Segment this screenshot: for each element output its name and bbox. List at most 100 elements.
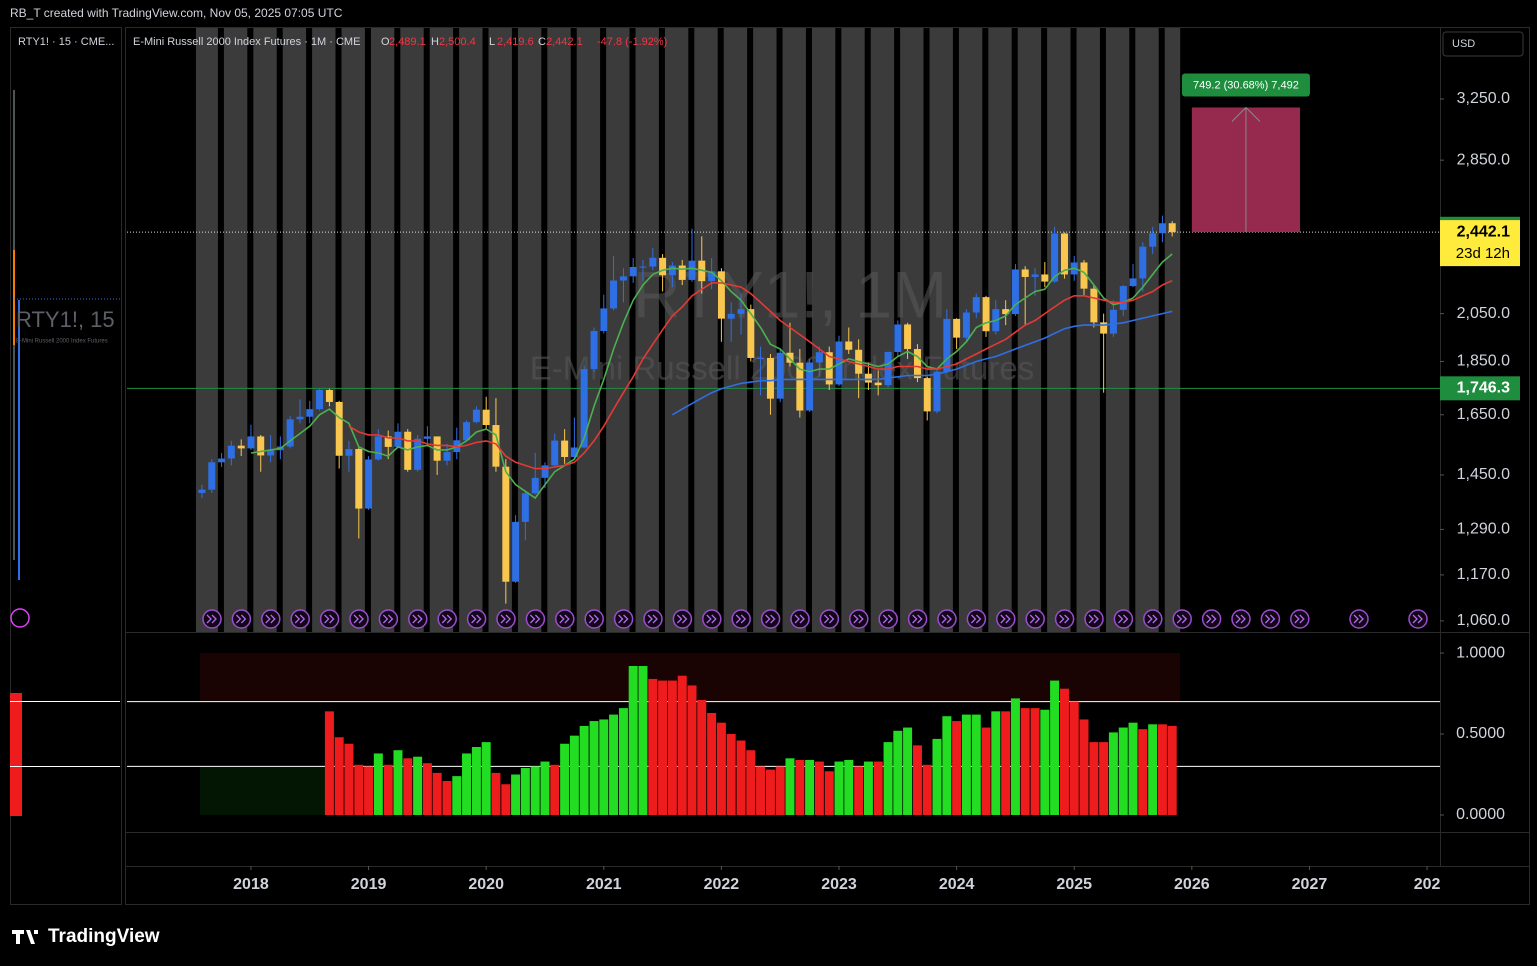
candle-body xyxy=(198,489,206,493)
event-icon xyxy=(878,609,898,629)
candle-body xyxy=(267,450,275,456)
ohlc-value: 2,489.1 xyxy=(389,36,426,48)
candle-body xyxy=(953,318,961,338)
event-icon-arrow xyxy=(1176,614,1188,624)
event-icon-arrow xyxy=(765,614,776,624)
osc-bar xyxy=(991,711,1001,815)
candle-body xyxy=(296,416,304,420)
osc-bar xyxy=(550,764,560,815)
osc-bar xyxy=(805,759,815,815)
x-tick-label: 2027 xyxy=(1292,876,1328,893)
session-gap xyxy=(1070,28,1077,632)
candle-body xyxy=(962,312,970,338)
candle-body xyxy=(639,266,647,268)
marks-layer: O 2,489.1 H 2,500.4 L 2,419.6 C 2,442.11,060.01… xyxy=(127,36,1520,893)
event-icon xyxy=(1113,609,1134,629)
price-tag xyxy=(1440,220,1520,267)
y-tick-label: 1,650.0 xyxy=(1457,406,1510,423)
osc-bar xyxy=(1118,727,1128,815)
moving-average xyxy=(250,253,1173,500)
candle-body xyxy=(472,409,480,423)
y-tick-label: 3,250.0 xyxy=(1457,90,1510,107)
osc-bar xyxy=(481,742,491,815)
session-gap xyxy=(364,28,371,632)
event-icon-arrow xyxy=(853,614,864,624)
osc-bar xyxy=(942,716,952,815)
currency-button[interactable] xyxy=(1442,31,1524,57)
event-icon xyxy=(702,609,722,629)
event-icon-arrow xyxy=(882,614,894,624)
candle-body xyxy=(600,308,608,332)
candle-body xyxy=(806,362,814,411)
candle-body xyxy=(678,265,686,280)
left-osc xyxy=(10,693,22,816)
osc-bar xyxy=(491,772,501,815)
osc-bar xyxy=(393,750,403,815)
osc-bar xyxy=(540,761,550,815)
session-gap xyxy=(1041,28,1048,632)
event-icon-arrow xyxy=(794,614,805,624)
candle-body xyxy=(218,458,226,463)
candle-body xyxy=(913,349,921,379)
measure-arrow-head xyxy=(1231,106,1261,122)
osc-bar xyxy=(726,734,736,815)
osc-bar xyxy=(432,772,442,815)
osc-bar xyxy=(471,746,481,815)
candle-body xyxy=(1129,278,1137,287)
alert-icon[interactable] xyxy=(10,608,30,628)
osc-bar xyxy=(599,719,609,815)
candle-body xyxy=(766,357,774,399)
event-icon-arrow xyxy=(1353,614,1364,624)
event-icon-arrow xyxy=(500,614,511,624)
candle-body xyxy=(1139,246,1147,279)
candle-body xyxy=(423,436,431,439)
event-icon xyxy=(760,609,781,629)
candle-body xyxy=(414,438,422,470)
osc-bar xyxy=(687,685,697,815)
osc-bar xyxy=(609,714,619,815)
x-tick-label: 2019 xyxy=(351,876,387,893)
price-tag-label: 2,442.1 xyxy=(1457,223,1510,240)
event-icon xyxy=(202,609,222,629)
osc-bar xyxy=(795,759,805,815)
osc-bar xyxy=(1020,708,1030,815)
y-tick-label: 1,290.0 xyxy=(1457,521,1510,538)
osc-bar xyxy=(775,766,785,815)
osc-bar xyxy=(667,680,677,815)
candle-body xyxy=(570,447,578,457)
event-icon-arrow xyxy=(1117,614,1129,624)
candle-body xyxy=(384,436,392,447)
x-tick-label: 2024 xyxy=(939,876,975,893)
osc-bar xyxy=(442,780,452,815)
caption: RB_T created with TradingView.com, Nov 0… xyxy=(10,6,343,20)
event-icon xyxy=(966,609,987,629)
candle-body xyxy=(1002,309,1010,315)
candle-body xyxy=(796,362,804,411)
ohlc-value: 2,500.4 xyxy=(439,36,476,48)
osc-bar xyxy=(648,678,658,815)
osc-bar xyxy=(422,763,432,815)
session-gap xyxy=(511,28,518,632)
candle-body xyxy=(374,436,382,460)
session-gap xyxy=(306,28,313,632)
candle-body xyxy=(257,436,265,456)
session-gap xyxy=(276,28,283,632)
candle-body xyxy=(668,265,676,276)
candle-body xyxy=(531,477,539,494)
candle-body xyxy=(717,271,725,319)
osc-bar xyxy=(638,666,648,815)
osc-bar xyxy=(765,769,775,815)
osc-bar xyxy=(413,756,423,815)
ohlc-letter: O xyxy=(381,36,390,48)
osc-bar xyxy=(1167,725,1177,815)
osc-bar xyxy=(873,761,883,815)
osc-bar xyxy=(1001,711,1011,815)
candle-body xyxy=(443,452,451,461)
currency[interactable]: USD xyxy=(1452,38,1475,50)
osc-bar xyxy=(854,766,864,815)
y-tick-label: 1.0000 xyxy=(1456,644,1505,661)
moving-average xyxy=(348,279,1173,470)
osc-bar xyxy=(1138,729,1148,815)
measure-label: 749.2 (30.68%) 7,492 xyxy=(1193,79,1299,91)
candle-body xyxy=(463,422,471,441)
